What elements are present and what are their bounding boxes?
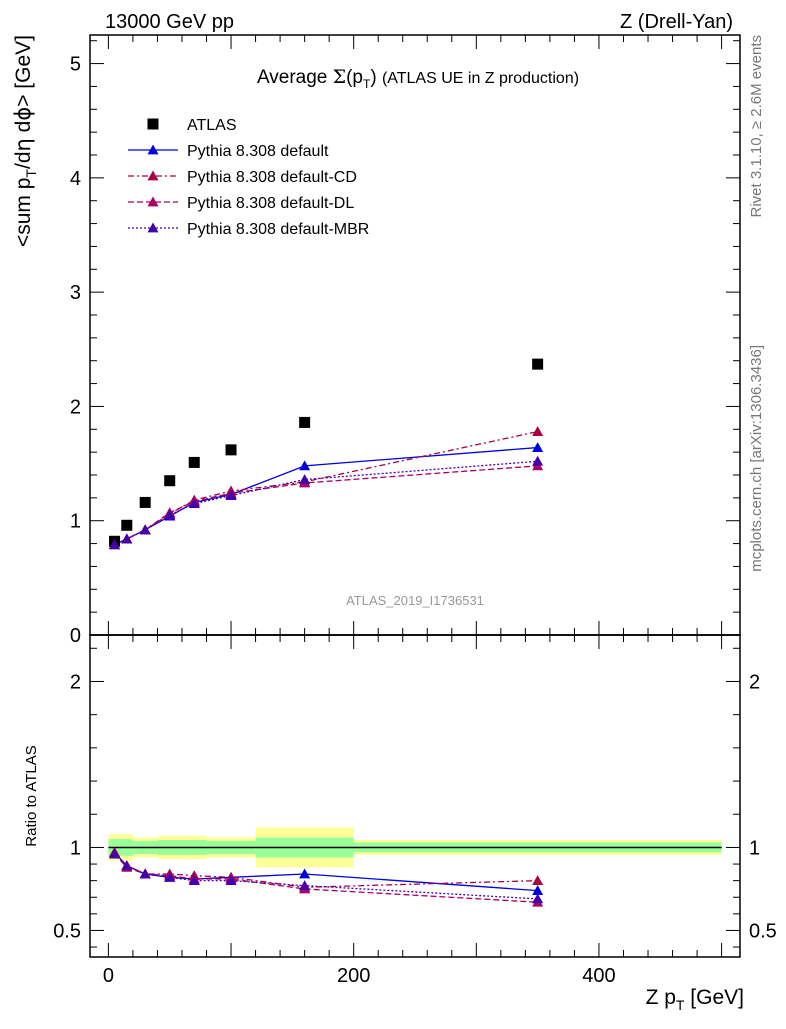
mcplots-label: mcplots.cern.ch [arXiv:1306.3436] — [748, 345, 765, 572]
data-point — [299, 460, 311, 471]
data-point — [121, 533, 133, 544]
legend-marker — [147, 196, 159, 207]
y-tick-label: 2 — [70, 396, 81, 418]
data-point — [532, 442, 544, 452]
data-point — [299, 416, 311, 428]
series-line — [114, 465, 538, 546]
main-plot-series — [109, 358, 544, 550]
header-left: 13000 GeV pp — [105, 11, 234, 33]
ratio-point — [139, 868, 151, 879]
header-right: Z (Drell-Yan) — [620, 11, 733, 33]
data-point — [532, 426, 544, 436]
y-tick-label: 4 — [70, 168, 81, 190]
data-point — [225, 444, 237, 456]
legend-label: Pythia 8.308 default — [187, 143, 329, 160]
x-tick-label: 0 — [103, 965, 114, 987]
data-point — [109, 539, 121, 550]
y-tick-label: 2 — [70, 671, 81, 693]
series-line — [114, 430, 538, 546]
data-point — [188, 456, 200, 468]
data-point — [139, 496, 151, 508]
data-point — [139, 524, 151, 535]
main-plot-axes: 0 1 2 3 4 5 — [70, 40, 740, 647]
ratio-point — [225, 875, 237, 886]
legend-marker — [147, 144, 159, 155]
y-axis-label-main: <sum pT/dη dϕ> [GeV] — [11, 35, 39, 247]
y-tick-label: 1 — [70, 837, 81, 859]
legend-label: ATLAS — [187, 117, 237, 134]
legend-marker — [147, 118, 159, 130]
ratio-point — [164, 871, 176, 882]
ratio-plot-axes: 0.5 0.5 1 1 2 2 0 200 400 — [53, 35, 777, 987]
data-point — [188, 498, 200, 508]
ratio-point — [532, 885, 544, 896]
legend-label: Pythia 8.308 default-MBR — [187, 221, 369, 238]
legend-marker — [147, 222, 159, 233]
data-point — [225, 490, 237, 500]
series-line — [114, 460, 538, 546]
ratio-point — [109, 848, 121, 859]
series-line — [114, 446, 538, 546]
plot-title: Average Σ(pT) (ATLAS UE in Z production) — [257, 66, 579, 91]
ratio-point — [532, 893, 544, 904]
ratio-point — [299, 880, 311, 891]
ratio-point — [121, 860, 133, 871]
ratio-point — [532, 875, 544, 886]
x-axis-label: Z pT [GeV] — [646, 986, 744, 1013]
legend: ATLAS Pythia 8.308 default Pythia 8.308 de… — [128, 117, 369, 238]
ratio-plot-series — [109, 846, 544, 907]
data-point — [164, 509, 176, 520]
watermark: ATLAS_2019_I1736531 — [346, 593, 484, 608]
y-tick-label-right: 2 — [749, 671, 760, 693]
legend-label: Pythia 8.308 default-CD — [187, 169, 357, 186]
data-point — [299, 474, 311, 484]
data-point — [164, 475, 176, 487]
ratio-plot-frame — [89, 634, 741, 958]
y-tick-label: 1 — [70, 511, 81, 533]
y-tick-label: 5 — [70, 54, 81, 76]
legend-marker — [147, 170, 159, 181]
ratio-point — [188, 875, 200, 886]
y-tick-label: 0 — [70, 625, 81, 647]
ratio-line — [114, 851, 538, 888]
ratio-point — [299, 868, 311, 879]
data-point — [121, 519, 133, 531]
x-tick-label: 400 — [582, 965, 615, 987]
y-tick-label: 0.5 — [53, 920, 81, 942]
data-point — [532, 455, 544, 466]
y-tick-label-right: 1 — [749, 837, 760, 859]
data-point — [532, 358, 544, 370]
rivet-label: Rivet 3.1.10, ≥ 2.6M events — [748, 35, 765, 218]
y-tick-label-right: 0.5 — [749, 920, 777, 942]
x-tick-label: 200 — [337, 965, 370, 987]
legend-label: Pythia 8.308 default-DL — [187, 195, 354, 212]
y-tick-label: 3 — [70, 282, 81, 304]
y-axis-label-ratio: Ratio to ATLAS — [23, 745, 40, 846]
